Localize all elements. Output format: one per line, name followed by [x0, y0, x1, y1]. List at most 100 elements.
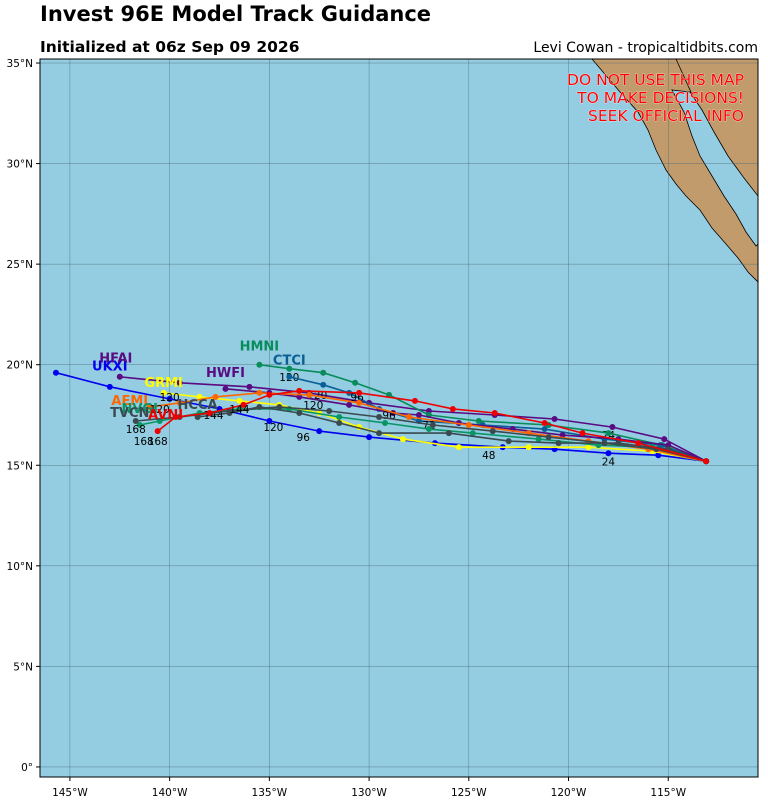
model-name-label: UKXI [92, 360, 128, 375]
track-point [346, 401, 353, 408]
track-point [154, 428, 161, 435]
track-point [445, 430, 452, 437]
track-point [236, 397, 243, 404]
track-line [197, 406, 707, 462]
forecast-hour-label: 96 [297, 432, 311, 444]
model-name-label: GRMI [144, 376, 182, 391]
track-point [266, 418, 273, 425]
ocean-background [40, 59, 758, 777]
forecast-hour-label: 120 [263, 422, 283, 434]
track-point [555, 440, 562, 447]
track-line [225, 388, 707, 462]
track-point [240, 401, 247, 408]
track-line [135, 406, 707, 462]
y-tick-label: 15°N [7, 460, 33, 472]
track-point [296, 409, 303, 416]
track-point [703, 458, 710, 465]
track-point [399, 436, 406, 443]
forecast-hour-label: 24 [602, 456, 616, 468]
track-point [256, 361, 263, 368]
track-point [429, 422, 436, 429]
track-point [266, 391, 273, 398]
y-tick-label: 0° [21, 762, 33, 774]
x-tick-label: 140°W [152, 787, 188, 799]
map-title: Invest 96E Model Track Guidance [40, 2, 432, 26]
track-point [411, 397, 418, 404]
model-name-label: AEMI [111, 394, 148, 409]
x-tick-label: 135°W [252, 787, 288, 799]
x-tick-label: 115°W [650, 787, 686, 799]
track-point [256, 389, 263, 396]
track-point [226, 407, 233, 414]
warning-line-2: TO MAKE DECISIONS! [576, 89, 744, 107]
y-tick-label: 30°N [7, 159, 33, 171]
forecast-hour-label: 48 [482, 450, 495, 462]
gulf-of-california [671, 89, 758, 247]
track-point [605, 430, 612, 437]
track-point [336, 413, 343, 420]
track-point [505, 438, 512, 445]
track-point [609, 424, 616, 431]
track-point [176, 379, 183, 386]
track-point [316, 428, 323, 435]
track-point [541, 420, 548, 427]
warning-line-3: SEEK OFFICIAL INFO [588, 107, 744, 125]
axis-ticks: 145°W 140°W 135°W 130°W 125°W 120°W 115°W 0° 5°N… [7, 58, 687, 799]
y-tick-label: 35°N [7, 58, 33, 70]
track-point [535, 436, 542, 443]
track-point [352, 379, 359, 386]
track-point [52, 369, 59, 376]
track-point [661, 436, 668, 443]
track-point [356, 389, 363, 396]
track-point [160, 389, 167, 396]
track-point [475, 418, 482, 425]
track-point [376, 430, 383, 437]
y-tick-label: 10°N [7, 561, 33, 573]
track-line [157, 389, 707, 462]
model-name-label: HFAI [99, 352, 132, 367]
forecast-hour-label: 168 [134, 436, 154, 448]
forecast-hour-label: 144 [229, 404, 249, 416]
track-point [376, 413, 383, 420]
track-point [166, 395, 173, 402]
track-point [605, 450, 612, 457]
track-point [246, 383, 253, 390]
init-time-subtitle: Initialized at 06z Sep 09 2026 [40, 38, 300, 56]
track-point [356, 399, 363, 406]
x-tick-label: 125°W [451, 787, 487, 799]
track-point [132, 418, 139, 425]
track-point [196, 393, 203, 400]
model-name-label: CTCI [273, 354, 306, 369]
track-point [541, 426, 548, 433]
track-point [222, 385, 229, 392]
track-point [136, 422, 143, 429]
track-point [286, 373, 293, 380]
track-point [545, 434, 552, 441]
track-point [469, 430, 476, 437]
x-tick-label: 120°W [551, 787, 587, 799]
track-point [559, 432, 566, 439]
track-point [320, 381, 327, 388]
track-point [489, 428, 496, 435]
track-point [176, 399, 183, 406]
track-point [276, 403, 283, 410]
model-track-avni[interactable]: 144 168 [148, 387, 710, 465]
model-name-label: HCCA [178, 398, 218, 413]
track-point [296, 393, 303, 400]
track-point [465, 422, 472, 429]
x-tick-label: 130°W [351, 787, 387, 799]
track-point [525, 444, 532, 451]
track-point [116, 373, 123, 380]
y-tick-label: 20°N [7, 360, 33, 372]
model-name-label: HWFI [206, 366, 245, 381]
track-point [405, 413, 412, 420]
track-point [382, 420, 389, 427]
track-point [206, 409, 213, 416]
track-point [579, 430, 586, 437]
track-point [425, 426, 432, 433]
track-point [415, 411, 422, 418]
forecast-hour-label: 168 [148, 436, 168, 448]
credit-text: Levi Cowan - tropicaltidbits.com [533, 40, 758, 56]
track-point [601, 440, 608, 447]
